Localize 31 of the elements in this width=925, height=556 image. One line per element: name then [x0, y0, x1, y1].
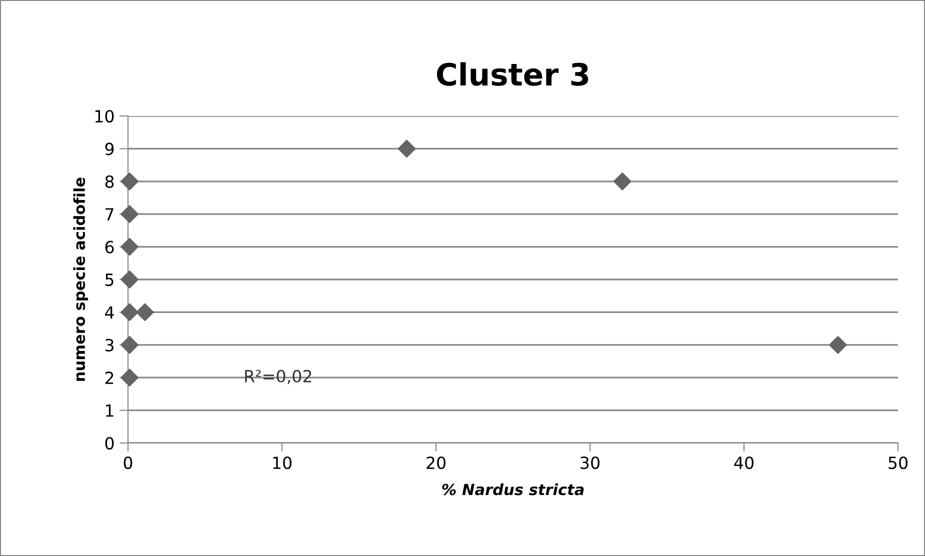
y-tick-label: 10 [95, 110, 114, 123]
point [120, 238, 138, 256]
y-tick-label: 3 [105, 338, 114, 352]
y-tick-label: 0 [105, 436, 114, 450]
point [120, 270, 138, 288]
point [613, 172, 632, 190]
x-tick-label: 10 [273, 456, 292, 470]
point [120, 336, 138, 354]
chart-title: Cluster 3 [436, 62, 588, 86]
x-axis-title: % Nardus stricta [442, 483, 584, 496]
point [120, 172, 138, 190]
y-tick-label: 7 [106, 208, 114, 220]
x-tick-label: 30 [580, 456, 600, 470]
point [120, 303, 138, 322]
y-tick-label: 2 [105, 372, 114, 384]
y-tick-label: 8 [105, 175, 114, 188]
point [398, 140, 416, 158]
y-tick-label: 4 [105, 306, 114, 319]
x-tick-label: 20 [426, 456, 446, 470]
x-tick-label: 0 [124, 456, 132, 470]
x-tick-label: 50 [888, 456, 908, 470]
point [120, 368, 138, 387]
y-tick-label: 1 [106, 404, 114, 417]
point [120, 205, 138, 224]
y-tick-label: 9 [105, 142, 114, 156]
y-tick-label: 6 [105, 240, 114, 254]
x-tick-label: 40 [734, 456, 754, 470]
point [829, 336, 847, 354]
y-axis-title: numero specie acidofile [73, 178, 88, 381]
y-tick-label: 5 [105, 274, 114, 286]
point [136, 303, 154, 322]
